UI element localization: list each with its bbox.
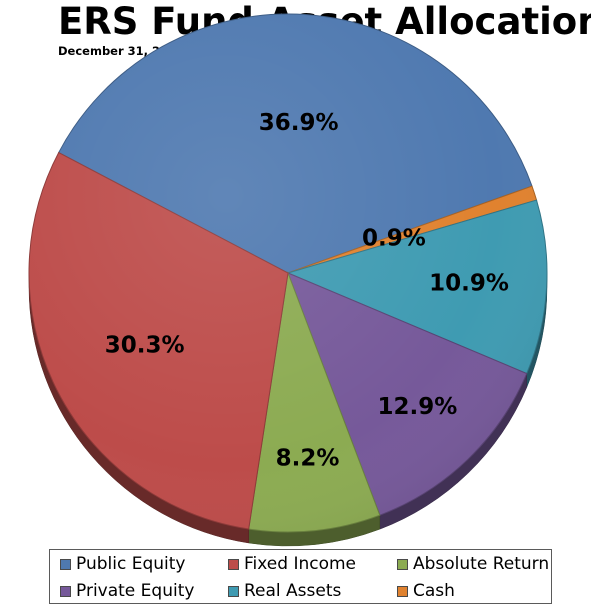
data-label-cash: 0.9% xyxy=(362,226,426,252)
legend-item-cash: Cash xyxy=(397,581,455,601)
legend-label: Real Assets xyxy=(244,581,342,601)
legend-label: Private Equity xyxy=(76,581,195,601)
legend-label: Cash xyxy=(413,581,455,601)
legend-swatch-public-equity xyxy=(60,558,71,570)
data-label-private-equity: 12.9% xyxy=(378,394,458,420)
pie-chart: 36.9% 0.9%10.9% 12.9% 8.2% 30.3% xyxy=(28,13,548,547)
legend-swatch-absolute-return xyxy=(397,558,408,570)
legend-swatch-real-assets xyxy=(228,585,239,597)
legend-item-public-equity: Public Equity xyxy=(60,554,185,574)
data-label-public-equity: 36.9% xyxy=(259,110,339,136)
legend-item-real-assets: Real Assets xyxy=(228,581,341,601)
data-label-real-assets: 10.9% xyxy=(429,270,509,296)
legend-item-absolute-return: Absolute Return xyxy=(397,554,549,574)
legend-swatch-private-equity xyxy=(60,585,71,597)
legend-label: Public Equity xyxy=(76,554,186,574)
legend-label: Fixed Income xyxy=(244,554,357,574)
chart-legend: Public Equity Fixed Income Absolute Retu… xyxy=(49,549,552,604)
legend-item-private-equity: Private Equity xyxy=(60,581,194,601)
legend-swatch-cash xyxy=(397,585,408,597)
legend-swatch-fixed-income xyxy=(228,558,239,570)
data-label-absolute-return: 8.2% xyxy=(276,445,340,471)
legend-item-fixed-income: Fixed Income xyxy=(228,554,356,574)
data-label-fixed-income: 30.3% xyxy=(105,332,185,358)
legend-label: Absolute Return xyxy=(413,554,550,574)
